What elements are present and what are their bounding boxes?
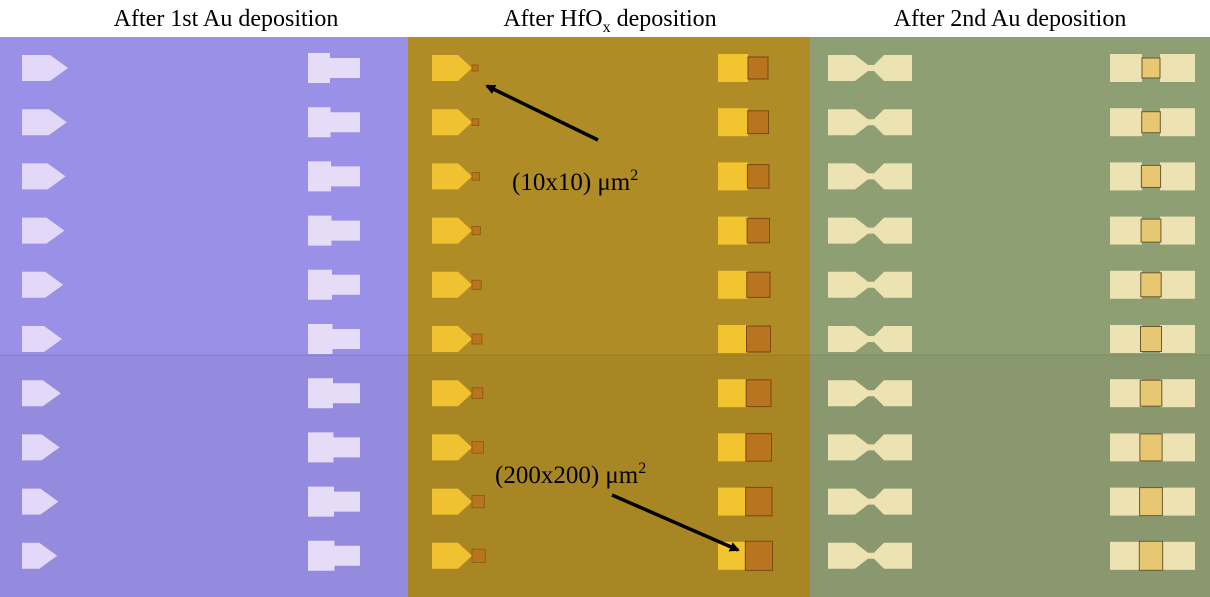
panel-title: After 1st Au deposition <box>114 6 339 32</box>
annotation: (200x200) μm2 <box>495 460 646 489</box>
pad <box>748 57 768 79</box>
pad <box>1141 273 1161 297</box>
pad <box>1110 108 1142 136</box>
annotation-sup: 2 <box>638 460 646 477</box>
pad <box>472 119 479 126</box>
pad <box>1110 217 1142 245</box>
pad <box>718 325 748 353</box>
pad <box>718 271 748 299</box>
pad <box>1141 219 1161 242</box>
pad <box>1160 488 1195 516</box>
pad <box>1142 58 1160 78</box>
pad <box>1140 380 1162 406</box>
pad <box>1110 325 1142 353</box>
pad <box>1160 162 1195 190</box>
pad <box>1160 108 1195 136</box>
pad <box>718 217 748 245</box>
pad <box>747 326 771 352</box>
pad <box>1142 112 1161 133</box>
pad <box>1160 379 1195 407</box>
pad <box>1110 379 1142 407</box>
pad <box>1160 54 1195 82</box>
pad <box>718 108 748 136</box>
annotation: (10x10) μm2 <box>512 167 638 196</box>
annotation-sup: 2 <box>630 167 638 184</box>
pad <box>748 111 769 134</box>
pad <box>1110 488 1142 516</box>
panel-title: After HfOx deposition <box>503 6 716 36</box>
pad <box>1141 165 1160 187</box>
pad <box>1160 271 1195 299</box>
pad <box>1160 217 1195 245</box>
pad <box>1160 325 1195 353</box>
pad <box>745 541 772 570</box>
pad <box>1110 433 1142 461</box>
pad <box>718 433 748 461</box>
pad <box>1140 488 1163 516</box>
pad <box>718 54 748 82</box>
pad <box>1110 271 1142 299</box>
pad <box>746 434 772 462</box>
pad <box>472 549 485 562</box>
pad <box>1160 542 1195 570</box>
pad <box>472 65 478 71</box>
title-main: After HfO <box>503 6 602 32</box>
pad <box>1110 162 1142 190</box>
annotation-text: (200x200) μm <box>495 462 639 489</box>
pad <box>718 379 748 407</box>
pad <box>1110 54 1142 82</box>
pad <box>472 334 482 344</box>
pad <box>1139 541 1162 570</box>
pad <box>472 495 484 507</box>
pad <box>1140 434 1162 461</box>
pad <box>472 173 480 181</box>
pad <box>718 162 748 190</box>
pad <box>1110 542 1142 570</box>
pad <box>746 487 772 515</box>
annotation-text: (10x10) μm <box>512 169 631 196</box>
panel-title: After 2nd Au deposition <box>894 6 1127 32</box>
pad <box>747 272 770 297</box>
title-sub: x <box>603 19 611 36</box>
pad <box>472 442 484 454</box>
title-rest: deposition <box>611 6 717 32</box>
pad <box>1160 433 1195 461</box>
pad <box>1141 327 1162 352</box>
pad <box>747 165 769 189</box>
pad <box>472 388 483 399</box>
pad <box>718 488 748 516</box>
figure: After 1st Au deposition After HfOx depos… <box>0 0 1210 597</box>
pad <box>472 280 481 289</box>
pad <box>746 380 771 407</box>
pad <box>472 226 480 234</box>
pad <box>747 218 769 242</box>
